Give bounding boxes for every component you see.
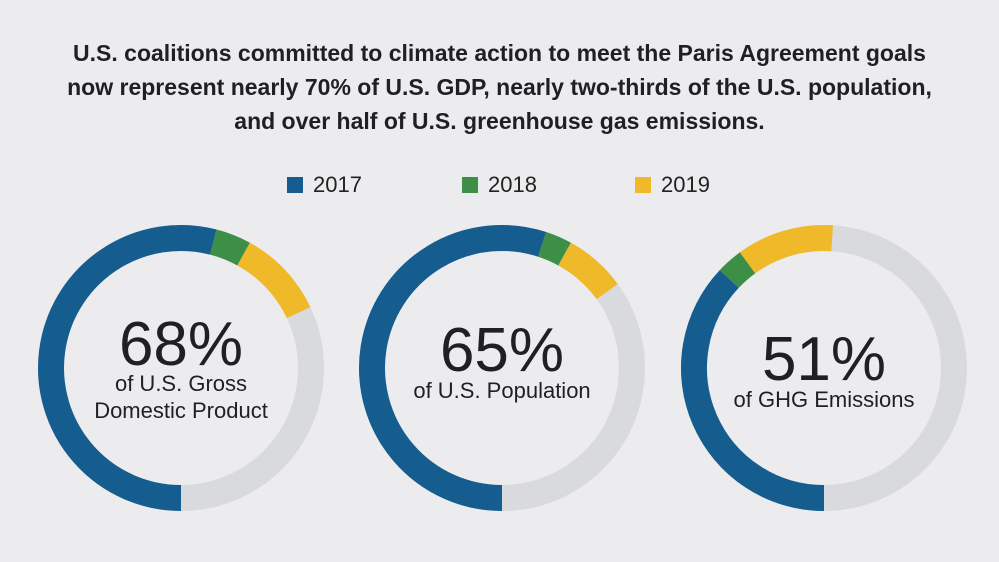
donut-segment-2018 xyxy=(719,252,756,289)
legend-swatch-2019 xyxy=(635,177,651,193)
donut-value-label: 68% xyxy=(119,310,243,379)
legend-swatch-2018 xyxy=(462,177,478,193)
donut-segment-2019 xyxy=(558,242,618,300)
donut-segment-2017 xyxy=(359,225,547,511)
title-line-3: and over half of U.S. greenhouse gas emi… xyxy=(234,108,765,134)
donut-caption-line: Domestic Product xyxy=(94,398,268,423)
donut-segment-2017 xyxy=(38,225,217,511)
title-line-2: now represent nearly 70% of U.S. GDP, ne… xyxy=(67,74,932,100)
donut-caption-line: of U.S. Gross xyxy=(115,371,247,396)
legend-item-2019: 2019 xyxy=(635,170,710,200)
legend: 2017 2018 2019 xyxy=(0,170,999,200)
title-line-1: U.S. coalitions committed to climate act… xyxy=(73,40,926,66)
donut-caption-line: of U.S. Population xyxy=(413,378,590,403)
donut-segment-2019 xyxy=(237,242,311,319)
legend-item-2017: 2017 xyxy=(287,170,362,200)
legend-label-2019: 2019 xyxy=(661,172,710,197)
donut-caption-line: of GHG Emissions xyxy=(734,387,915,412)
legend-label-2017: 2017 xyxy=(313,172,362,197)
donut-value-label: 65% xyxy=(440,316,564,385)
legend-item-2018: 2018 xyxy=(462,170,537,200)
donut-2: 65%of U.S. Population xyxy=(359,225,645,511)
legend-swatch-2017 xyxy=(287,177,303,193)
legend-label-2018: 2018 xyxy=(488,172,537,197)
donut-segment-2017 xyxy=(681,270,825,511)
donut-value-label: 51% xyxy=(762,325,886,394)
chart-title: U.S. coalitions committed to climate act… xyxy=(0,36,999,138)
donut-segment-2019 xyxy=(739,225,833,274)
donut-segment-2018 xyxy=(537,231,571,266)
donut-segment-2018 xyxy=(209,229,250,266)
donut-3: 51%of GHG Emissions xyxy=(681,225,967,511)
